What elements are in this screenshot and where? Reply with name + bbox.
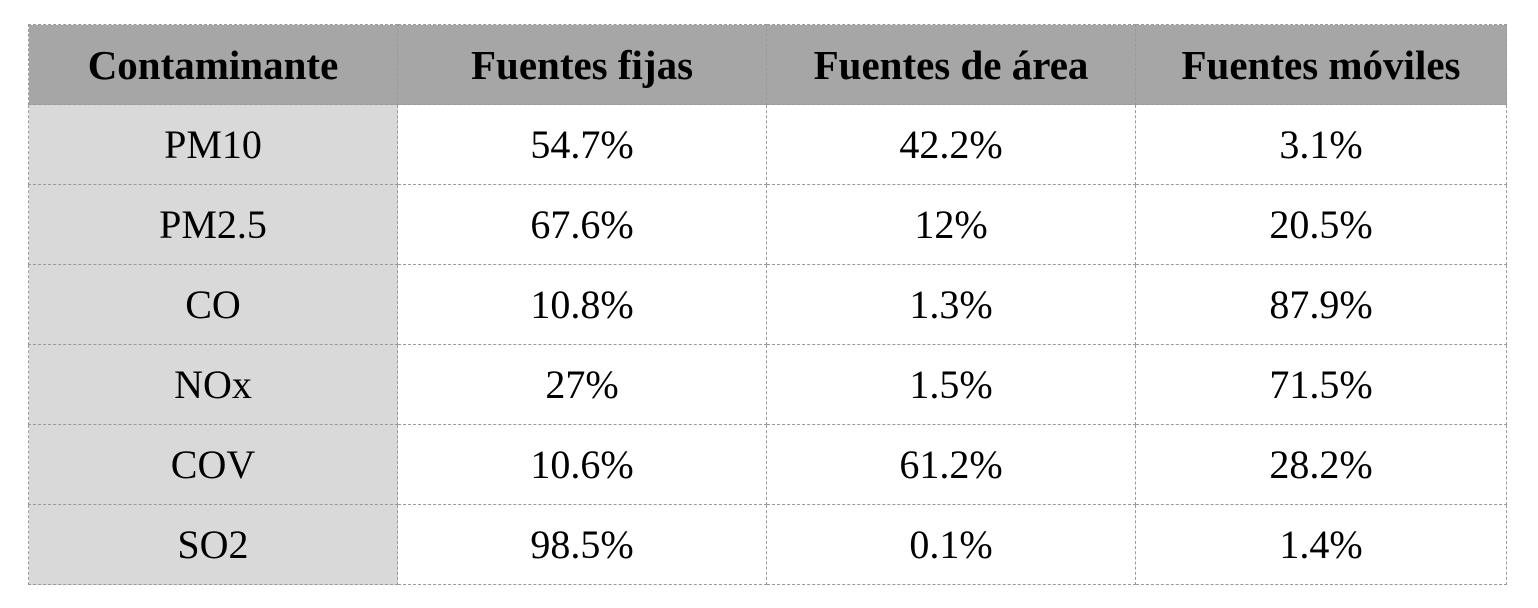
fuentes-moviles-cell: 20.5%: [1135, 184, 1507, 265]
table-body: PM10 54.7% 42.2% 3.1% PM2.5 67.6% 12% 20…: [28, 104, 1507, 585]
header-fuentes-de-area: Fuentes de área: [766, 24, 1136, 105]
header-fuentes-moviles: Fuentes móviles: [1135, 24, 1507, 105]
pollutant-cell: NOx: [28, 344, 398, 425]
table-row: PM10 54.7% 42.2% 3.1%: [28, 104, 1507, 185]
fuentes-de-area-cell: 42.2%: [766, 104, 1136, 185]
table-row: NOx 27% 1.5% 71.5%: [28, 344, 1507, 425]
table-header: Contaminante Fuentes fijas Fuentes de ár…: [28, 24, 1507, 105]
table-row: SO2 98.5% 0.1% 1.4%: [28, 504, 1507, 585]
fuentes-fijas-cell: 54.7%: [397, 104, 767, 185]
header-row: Contaminante Fuentes fijas Fuentes de ár…: [28, 24, 1507, 105]
fuentes-fijas-cell: 67.6%: [397, 184, 767, 265]
fuentes-de-area-cell: 61.2%: [766, 424, 1136, 505]
table-row: CO 10.8% 1.3% 87.9%: [28, 264, 1507, 345]
fuentes-moviles-cell: 3.1%: [1135, 104, 1507, 185]
fuentes-fijas-cell: 10.8%: [397, 264, 767, 345]
emissions-table: Contaminante Fuentes fijas Fuentes de ár…: [28, 24, 1507, 585]
pollutant-cell: PM2.5: [28, 184, 398, 265]
fuentes-fijas-cell: 27%: [397, 344, 767, 425]
header-fuentes-fijas: Fuentes fijas: [397, 24, 767, 105]
pollutant-cell: COV: [28, 424, 398, 505]
fuentes-de-area-cell: 1.3%: [766, 264, 1136, 345]
fuentes-fijas-cell: 98.5%: [397, 504, 767, 585]
fuentes-moviles-cell: 28.2%: [1135, 424, 1507, 505]
fuentes-moviles-cell: 1.4%: [1135, 504, 1507, 585]
pollutant-cell: PM10: [28, 104, 398, 185]
pollutant-cell: SO2: [28, 504, 398, 585]
fuentes-de-area-cell: 12%: [766, 184, 1136, 265]
fuentes-de-area-cell: 1.5%: [766, 344, 1136, 425]
table-row: PM2.5 67.6% 12% 20.5%: [28, 184, 1507, 265]
table-row: COV 10.6% 61.2% 28.2%: [28, 424, 1507, 505]
fuentes-de-area-cell: 0.1%: [766, 504, 1136, 585]
header-contaminante: Contaminante: [28, 24, 398, 105]
fuentes-moviles-cell: 71.5%: [1135, 344, 1507, 425]
pollutant-cell: CO: [28, 264, 398, 345]
fuentes-moviles-cell: 87.9%: [1135, 264, 1507, 345]
fuentes-fijas-cell: 10.6%: [397, 424, 767, 505]
